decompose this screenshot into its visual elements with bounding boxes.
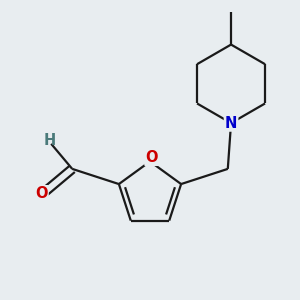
Text: H: H: [44, 133, 56, 148]
Text: O: O: [35, 186, 48, 201]
Text: N: N: [225, 116, 237, 130]
Text: O: O: [146, 150, 158, 165]
